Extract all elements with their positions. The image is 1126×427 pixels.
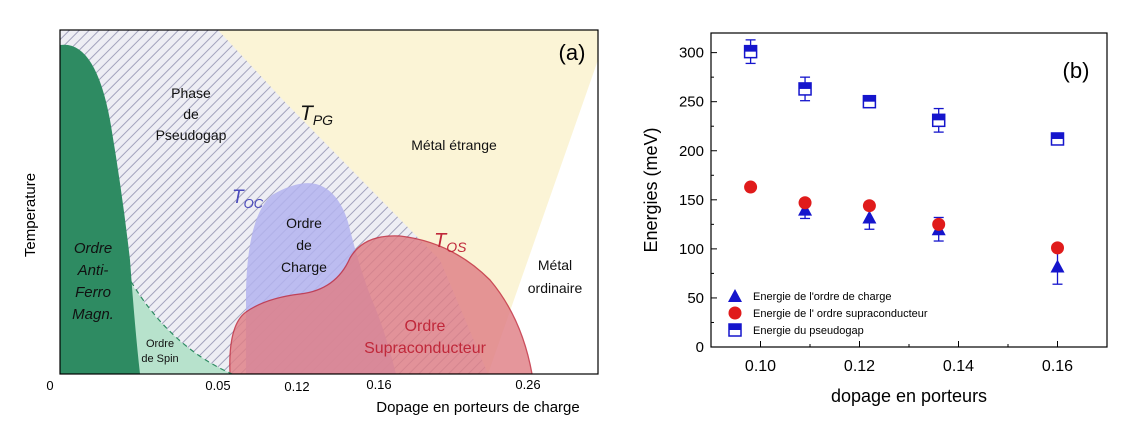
- circle-marker: [932, 217, 946, 231]
- y-axis-label: Energies (meV): [641, 127, 661, 252]
- spin-boundary-line: [117, 257, 233, 375]
- x-tick-label: 0.16: [1042, 358, 1073, 375]
- region-label: Métal étrange: [411, 137, 497, 153]
- square-marker-fill: [1051, 132, 1064, 139]
- data-points: [743, 39, 1065, 285]
- temperature-label-toc: TOC: [232, 187, 264, 211]
- triangle-marker: [728, 289, 742, 302]
- legend-label: Energie du pseudogap: [753, 325, 864, 337]
- region-label: Ordre: [146, 338, 174, 350]
- spin-order-region: [118, 260, 232, 374]
- square-marker-fill: [932, 114, 945, 121]
- x-axis: 0.10 0.12 0.14 0.16: [710, 341, 1108, 375]
- circle-marker: [728, 306, 742, 320]
- panel-label-b: (b): [1063, 58, 1090, 83]
- circle-marker: [1051, 241, 1064, 255]
- region-label: Pseudogap: [156, 127, 227, 143]
- legend-label: Energie de l'ordre de charge: [753, 291, 891, 303]
- region-label: Métal: [538, 257, 572, 273]
- region-label: de Spin: [141, 353, 178, 365]
- phase-regions: [60, 30, 598, 374]
- y-tick-label: 150: [679, 192, 704, 209]
- region-label: Ordre: [405, 318, 446, 335]
- region-label: Ordre: [74, 240, 112, 257]
- region-label: Ordre: [286, 215, 322, 231]
- y-tick-label: 50: [687, 290, 704, 307]
- triangle-marker: [862, 210, 877, 224]
- superconductor-region: [229, 235, 533, 374]
- y-tick-label: 100: [679, 241, 704, 258]
- region-label: Charge: [281, 259, 327, 275]
- square-marker-fill: [863, 95, 876, 102]
- region-label: Anti-: [77, 262, 109, 279]
- x-tick-label: 0.14: [943, 358, 974, 375]
- x-axis-label: Dopage en porteurs de charge: [376, 399, 579, 416]
- tick-label: 0.16: [366, 377, 391, 392]
- panel-label-a: (a): [559, 40, 586, 65]
- circle-marker: [798, 196, 812, 210]
- tick-label: 0: [46, 378, 53, 393]
- square-marker-fill: [729, 324, 741, 330]
- tick-label: 0.26: [515, 377, 540, 392]
- energy-scatter-panel: (b) Energies (meV) dopage en porteurs 0 5…: [641, 32, 1108, 406]
- region-label: Magn.: [72, 306, 114, 323]
- temperature-label-tpg: TPG: [300, 102, 333, 128]
- x-tick-label: 0.12: [844, 358, 875, 375]
- y-tick-label: 300: [679, 45, 704, 62]
- y-axis-label: Temperature: [22, 173, 39, 257]
- y-tick-label: 0: [696, 339, 704, 356]
- temperature-label-tos: TOS: [434, 230, 467, 255]
- y-tick-label: 250: [679, 94, 704, 111]
- region-label: de: [296, 237, 312, 253]
- tick-label: 0.12: [284, 379, 309, 394]
- region-label: ordinaire: [528, 280, 583, 296]
- phase-diagram-panel: (a) Temperature Dopage en porteurs de ch…: [22, 29, 599, 416]
- region-label: Supraconducteur: [364, 340, 487, 357]
- y-axis: 0 50 100 150 200 250 300: [679, 45, 717, 356]
- square-marker-fill: [799, 82, 812, 89]
- square-marker-fill: [744, 45, 757, 52]
- triangle-marker: [1050, 259, 1065, 273]
- region-label: de: [183, 106, 199, 122]
- x-axis-label: dopage en porteurs: [831, 386, 987, 406]
- legend-label: Energie de l' ordre supraconducteur: [753, 308, 928, 320]
- region-label: Phase: [171, 85, 211, 101]
- region-label: Ferro: [75, 284, 111, 301]
- antiferro-region: [60, 44, 140, 374]
- y-tick-label: 200: [679, 143, 704, 160]
- legend: Energie de l'ordre de charge Energie de l…: [728, 289, 928, 337]
- x-tick-label: 0.10: [745, 358, 776, 375]
- plot-frame: [59, 29, 599, 375]
- tick-label: 0.05: [205, 378, 230, 393]
- circle-marker: [862, 199, 876, 213]
- circle-marker: [744, 180, 758, 194]
